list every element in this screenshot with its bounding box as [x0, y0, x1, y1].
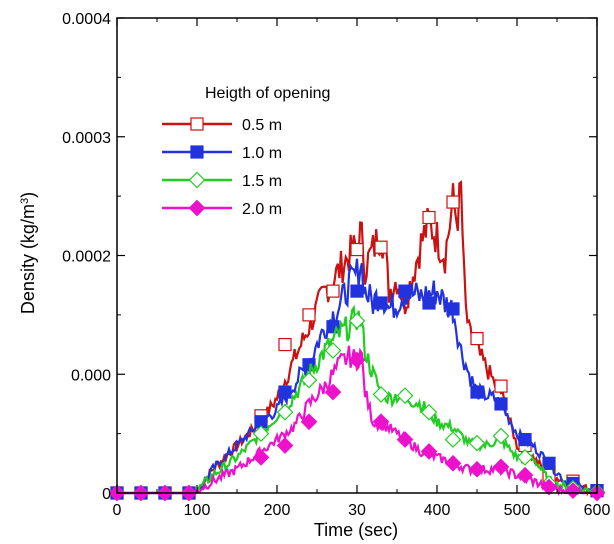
series-marker — [516, 449, 534, 466]
series-marker — [494, 397, 508, 411]
series-marker — [470, 385, 484, 399]
series-marker — [422, 210, 436, 225]
series-marker — [396, 431, 414, 448]
series-marker — [374, 240, 388, 254]
series-marker — [326, 284, 340, 298]
x-tick-label: 500 — [504, 502, 531, 519]
series-1.5-m — [108, 304, 606, 502]
series-marker — [278, 385, 292, 399]
y-tick-label: 0.0004 — [62, 11, 111, 28]
legend-title: Heigth of opening — [205, 85, 330, 102]
series-marker — [190, 145, 204, 159]
legend-item: 0.5 m — [162, 117, 282, 134]
series-marker — [324, 383, 342, 401]
series-marker — [468, 460, 486, 478]
y-axis-title: Density (kg/m3) — [18, 192, 38, 314]
legend: Heigth of opening 0.5 m 1.0 m 1.5 m 2.0 m — [162, 85, 330, 218]
y-axis-title-main: Density (kg/m — [18, 204, 38, 314]
y-tick-label: 0.0003 — [62, 130, 111, 147]
series-layer — [108, 180, 606, 502]
legend-item: 1.5 m — [162, 171, 282, 190]
legend-label: 0.5 m — [242, 117, 282, 134]
legend-label: 2.0 m — [242, 201, 282, 218]
series-marker — [492, 427, 510, 445]
series-marker — [188, 171, 206, 189]
x-axis-title: Time (sec) — [314, 520, 398, 540]
series-marker — [324, 342, 342, 359]
series-0.5-m — [110, 180, 604, 500]
series-marker — [278, 337, 292, 352]
series-marker — [420, 443, 438, 460]
legend-item: 1.0 m — [162, 145, 282, 162]
x-tick-label: 600 — [584, 502, 611, 519]
series-marker — [396, 387, 414, 404]
series-marker — [372, 386, 390, 403]
series-marker — [564, 482, 582, 499]
series-marker — [516, 466, 534, 484]
series-marker — [190, 117, 204, 131]
legend-item: 2.0 m — [162, 199, 282, 218]
series-marker — [350, 242, 364, 257]
series-marker — [372, 413, 390, 431]
series-marker — [374, 296, 388, 310]
x-tick-label: 400 — [424, 502, 451, 519]
series-marker — [348, 312, 366, 330]
series-marker — [252, 425, 270, 442]
y-tick-label: 0 — [102, 486, 111, 503]
y-tick-label: 0.000 — [71, 367, 111, 384]
series-marker — [302, 308, 316, 322]
series-marker — [446, 302, 460, 316]
y-axis-title-end: ) — [18, 192, 38, 198]
series-marker — [422, 296, 436, 310]
series-marker — [518, 432, 532, 447]
x-tick-label: 100 — [184, 502, 211, 519]
series-marker — [494, 379, 508, 393]
series-marker — [188, 199, 206, 217]
series-marker — [470, 332, 484, 346]
series-marker — [444, 454, 462, 472]
y-tick-label: 0.0002 — [62, 249, 111, 266]
series-marker — [446, 195, 460, 209]
series-marker — [444, 431, 462, 448]
y-axis-title-sup: 3 — [19, 198, 31, 204]
series-marker — [300, 413, 318, 431]
legend-label: 1.5 m — [242, 173, 282, 190]
x-tick-label: 0 — [113, 502, 122, 519]
axes-layer: 0 100 200 30 400 500 600 0 0.000 0.0002 0.0003 0.00… — [62, 11, 610, 519]
x-tick-label: 30 — [348, 502, 366, 519]
series-marker — [252, 449, 270, 466]
series-marker — [300, 371, 318, 389]
series-marker — [542, 456, 556, 470]
series-marker — [398, 284, 412, 298]
series-marker — [420, 403, 438, 421]
series-marker — [276, 403, 294, 421]
series-marker — [348, 351, 366, 369]
legend-label: 1.0 m — [242, 145, 282, 162]
series-2.0-m — [108, 345, 606, 502]
series-marker — [540, 478, 558, 496]
series-marker — [468, 434, 486, 452]
series-1.0-m — [110, 258, 604, 500]
series-marker — [492, 458, 510, 476]
series-marker — [350, 284, 364, 298]
x-tick-label: 200 — [264, 502, 291, 519]
series-marker — [276, 437, 294, 454]
